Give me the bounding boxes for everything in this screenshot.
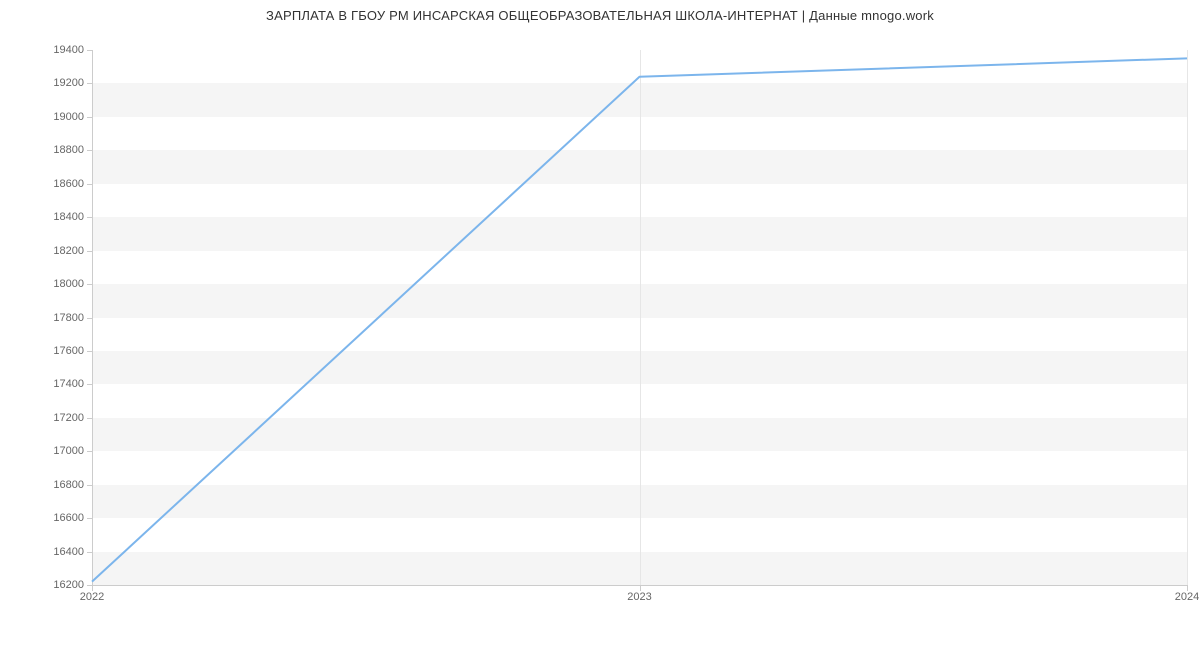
x-axis-line <box>92 585 1187 586</box>
salary-series-line <box>92 58 1187 581</box>
x-grid-line <box>1187 50 1188 585</box>
salary-line-chart: ЗАРПЛАТА В ГБОУ РМ ИНСАРСКАЯ ОБЩЕОБРАЗОВ… <box>0 0 1200 650</box>
plot-area: 1620016400166001680017000172001740017600… <box>92 50 1187 585</box>
chart-title: ЗАРПЛАТА В ГБОУ РМ ИНСАРСКАЯ ОБЩЕОБРАЗОВ… <box>0 8 1200 23</box>
series-layer <box>92 50 1187 585</box>
x-tick <box>1187 585 1188 591</box>
